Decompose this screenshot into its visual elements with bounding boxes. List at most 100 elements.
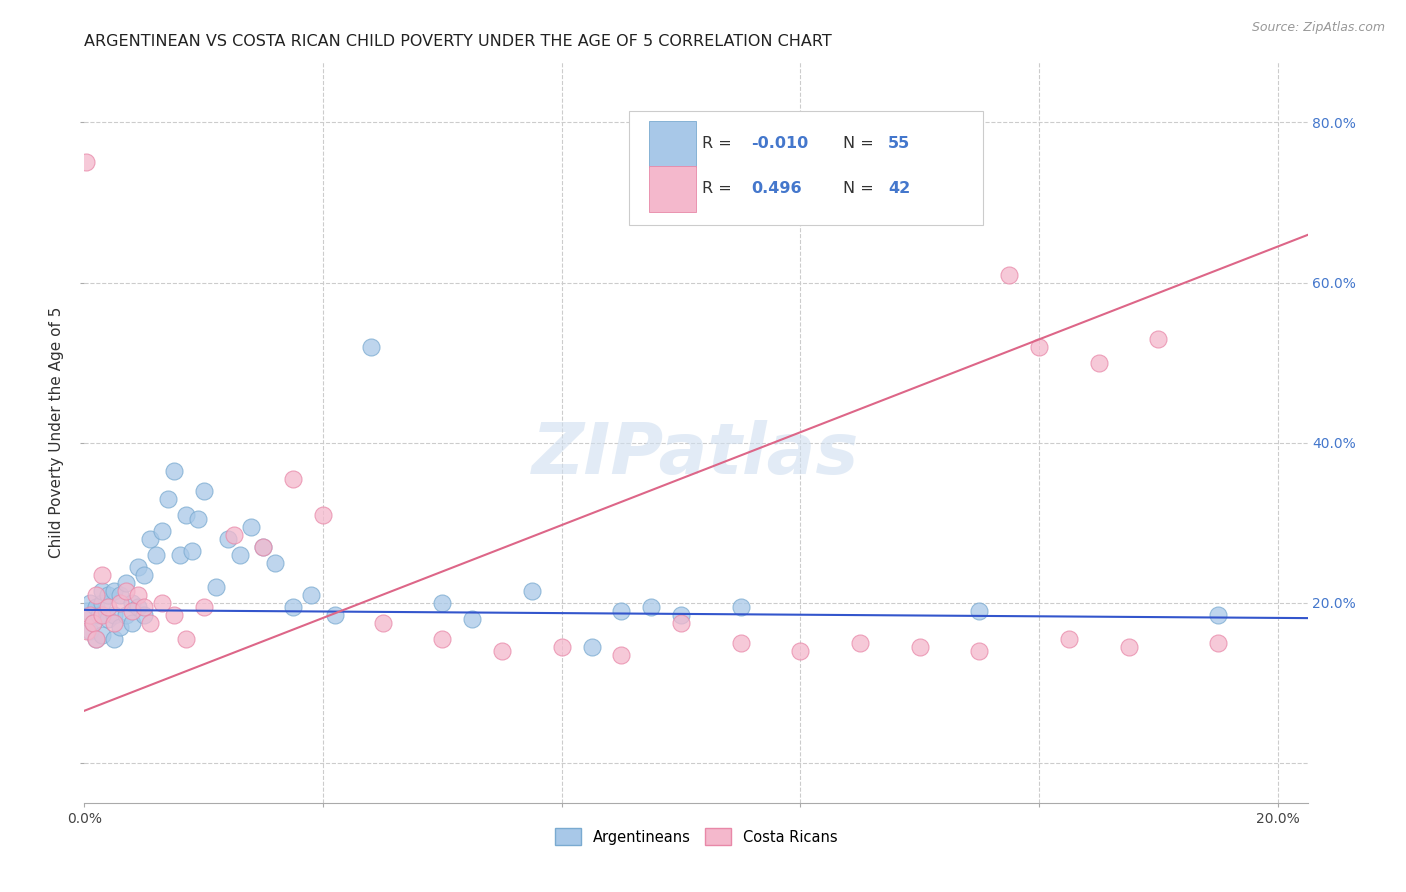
Point xyxy=(299,588,322,602)
Point xyxy=(1057,632,1080,646)
Point xyxy=(1028,340,1050,354)
Point xyxy=(91,607,114,622)
Point xyxy=(84,632,107,646)
Point xyxy=(1087,355,1109,369)
Point xyxy=(79,624,101,638)
Point xyxy=(121,615,143,630)
Point xyxy=(150,596,173,610)
Point xyxy=(76,624,98,638)
Point xyxy=(97,599,120,614)
Point xyxy=(82,615,104,630)
Text: 55: 55 xyxy=(889,136,910,152)
Point xyxy=(127,559,149,574)
Text: N =: N = xyxy=(842,136,879,152)
Point xyxy=(360,340,382,354)
Point xyxy=(204,580,226,594)
Point xyxy=(432,632,454,646)
Point xyxy=(91,567,114,582)
Point xyxy=(610,604,633,618)
Point xyxy=(908,640,931,654)
Point xyxy=(551,640,574,654)
Point xyxy=(252,540,274,554)
Point xyxy=(1206,607,1229,622)
Point xyxy=(998,268,1021,282)
Text: R =: R = xyxy=(702,136,737,152)
Point xyxy=(264,556,287,570)
Point xyxy=(103,615,125,630)
Point xyxy=(180,543,202,558)
Point xyxy=(163,607,186,622)
Point xyxy=(84,588,107,602)
Point xyxy=(1147,332,1170,346)
Point xyxy=(79,607,101,622)
Legend: Argentineans, Costa Ricans: Argentineans, Costa Ricans xyxy=(548,822,844,851)
Point xyxy=(669,607,692,622)
Point xyxy=(108,588,131,602)
Point xyxy=(79,596,101,610)
Point xyxy=(228,548,250,562)
Point xyxy=(84,599,107,614)
Y-axis label: Child Poverty Under the Age of 5: Child Poverty Under the Age of 5 xyxy=(49,307,65,558)
Text: 42: 42 xyxy=(889,181,910,196)
Point xyxy=(132,567,155,582)
Point xyxy=(163,464,186,478)
Point xyxy=(76,604,98,618)
Point xyxy=(108,620,131,634)
FancyBboxPatch shape xyxy=(650,120,696,167)
Point xyxy=(75,155,97,169)
Text: R =: R = xyxy=(702,181,737,196)
Text: ZIPatlas: ZIPatlas xyxy=(533,420,859,490)
Point xyxy=(115,583,138,598)
Point xyxy=(132,607,155,622)
Point xyxy=(217,532,239,546)
Point xyxy=(323,607,346,622)
Point xyxy=(91,583,114,598)
Point xyxy=(222,527,245,541)
Point xyxy=(520,583,543,598)
Point xyxy=(115,575,138,590)
Point xyxy=(139,615,162,630)
Point xyxy=(969,604,991,618)
Point xyxy=(103,632,125,646)
Point xyxy=(312,508,335,522)
Point xyxy=(371,615,394,630)
Point xyxy=(103,607,125,622)
Point xyxy=(127,588,149,602)
Point xyxy=(640,599,662,614)
Point xyxy=(97,588,120,602)
Point xyxy=(283,599,305,614)
Point xyxy=(1118,640,1140,654)
Point xyxy=(156,491,179,506)
Point xyxy=(174,508,197,522)
Point xyxy=(193,483,215,498)
Text: N =: N = xyxy=(842,181,879,196)
Point xyxy=(730,636,752,650)
Point xyxy=(193,599,215,614)
Point xyxy=(169,548,191,562)
Point xyxy=(849,636,872,650)
Point xyxy=(97,612,120,626)
Point xyxy=(121,596,143,610)
Point xyxy=(789,644,811,658)
Point xyxy=(240,519,263,533)
Text: 0.496: 0.496 xyxy=(751,181,801,196)
Text: -0.010: -0.010 xyxy=(751,136,808,152)
Point xyxy=(84,632,107,646)
Point xyxy=(121,604,143,618)
Point xyxy=(283,472,305,486)
Point xyxy=(252,540,274,554)
Point xyxy=(969,644,991,658)
FancyBboxPatch shape xyxy=(650,166,696,211)
Text: ARGENTINEAN VS COSTA RICAN CHILD POVERTY UNDER THE AGE OF 5 CORRELATION CHART: ARGENTINEAN VS COSTA RICAN CHILD POVERTY… xyxy=(84,34,832,49)
Point xyxy=(139,532,162,546)
Point xyxy=(730,599,752,614)
Point xyxy=(461,612,484,626)
Point xyxy=(127,599,149,614)
Point xyxy=(610,648,633,662)
Point xyxy=(91,596,114,610)
Point xyxy=(108,596,131,610)
Point xyxy=(491,644,513,658)
Point xyxy=(145,548,167,562)
Text: Source: ZipAtlas.com: Source: ZipAtlas.com xyxy=(1251,21,1385,34)
Point xyxy=(89,607,111,622)
